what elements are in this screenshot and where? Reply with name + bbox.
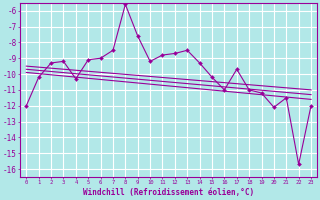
X-axis label: Windchill (Refroidissement éolien,°C): Windchill (Refroidissement éolien,°C) bbox=[83, 188, 254, 197]
